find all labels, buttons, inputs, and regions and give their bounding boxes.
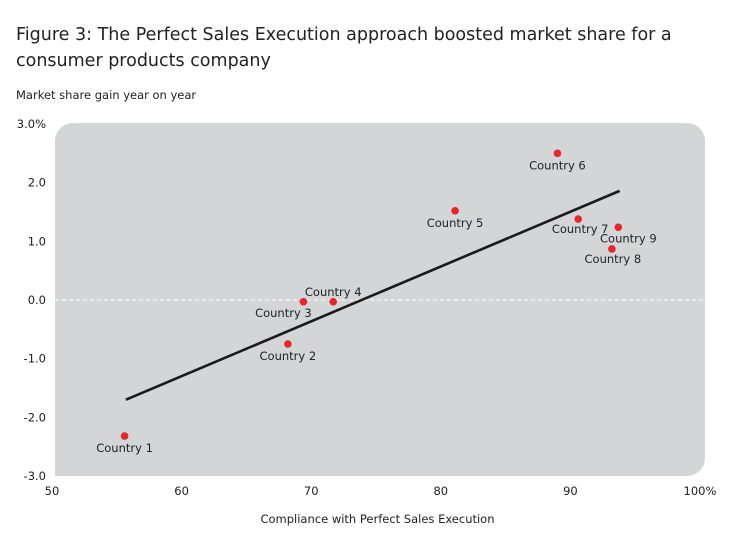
y-tick-label: 1.0 — [28, 234, 46, 248]
y-tick-label: 3.0% — [17, 117, 46, 131]
data-point-label: Country 2 — [260, 349, 317, 363]
data-point — [553, 149, 562, 158]
plot-background-corner — [55, 440, 85, 476]
data-point — [299, 297, 308, 306]
x-tick-label: 60 — [174, 484, 189, 498]
data-point-label: Country 6 — [529, 158, 586, 172]
x-tick-label: 90 — [563, 484, 578, 498]
y-tick-label: -1.0 — [24, 352, 46, 366]
chart-title: Figure 3: The Perfect Sales Execution ap… — [16, 25, 672, 71]
y-tick-label: -3.0 — [24, 469, 46, 483]
x-tick-label: 70 — [304, 484, 319, 498]
y-tick-label: -2.0 — [24, 410, 46, 424]
x-axis-label: Compliance with Perfect Sales Execution — [260, 512, 495, 526]
data-point — [614, 223, 623, 232]
data-point — [451, 207, 459, 215]
data-point-label: Country 7 — [552, 222, 609, 236]
x-tick-label: 50 — [45, 484, 60, 498]
x-tick-label: 80 — [433, 484, 448, 498]
data-point-label: Country 3 — [255, 306, 312, 320]
y-axis-label: Market share gain year on year — [16, 88, 197, 102]
x-tick-label: 100% — [684, 484, 717, 498]
data-point-label: Country 1 — [96, 441, 153, 455]
data-point-label: Country 5 — [427, 216, 484, 230]
data-point — [284, 340, 292, 348]
data-point — [329, 297, 338, 306]
y-tick-label: 2.0 — [28, 176, 46, 190]
trend-line — [125, 189, 621, 401]
data-point — [574, 215, 582, 223]
data-point-label: Country 9 — [600, 231, 657, 245]
data-point — [120, 432, 129, 440]
data-point — [608, 245, 616, 253]
data-point-label: Country 8 — [585, 252, 642, 266]
data-point-label: Country 4 — [305, 285, 362, 299]
y-tick-label: 0.0 — [28, 293, 46, 307]
